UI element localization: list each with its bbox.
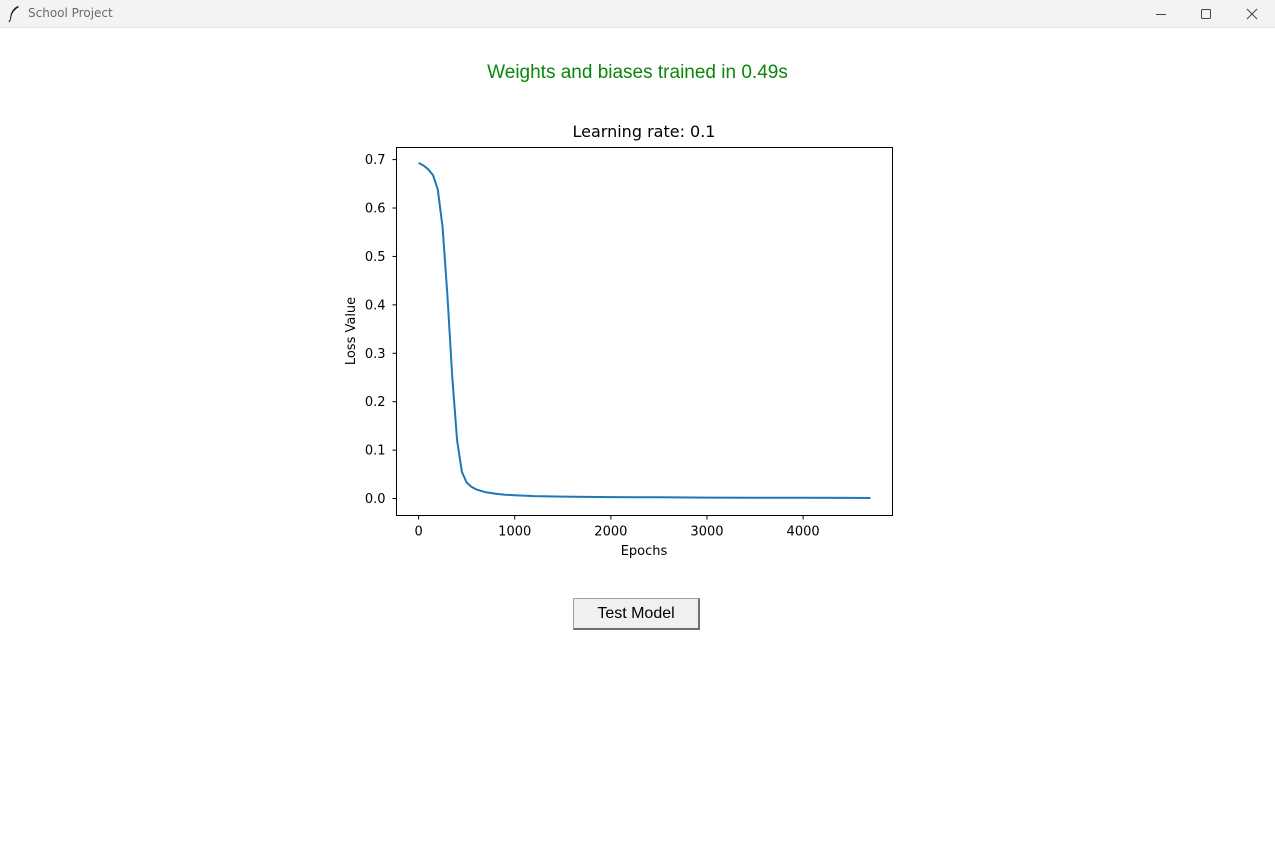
title-bar[interactable]: School Project: [0, 0, 1275, 28]
x-tick-label: 0: [414, 525, 422, 540]
loss-chart: Learning rate: 0.1 0 1000 2000 3000 4000 0.0…: [344, 122, 893, 559]
y-tick-label: 0.6: [365, 202, 386, 217]
window-title: School Project: [28, 6, 113, 20]
x-tick-label: 3000: [690, 525, 723, 540]
x-axis: 0 1000 2000 3000 4000: [414, 515, 820, 540]
y-tick-label: 0.1: [365, 444, 386, 459]
close-icon: [1246, 8, 1258, 20]
x-tick-label: 4000: [787, 525, 820, 540]
plot-area: [418, 162, 871, 499]
x-axis-label: Epochs: [621, 544, 668, 559]
y-tick-label: 0.3: [365, 347, 386, 362]
y-tick-label: 0.0: [365, 492, 386, 507]
x-tick-label: 1000: [498, 525, 531, 540]
minimize-button[interactable]: [1138, 0, 1184, 28]
y-tick-label: 0.7: [365, 153, 386, 168]
close-button[interactable]: [1229, 0, 1275, 28]
axes-frame: [396, 147, 893, 516]
maximize-icon: [1201, 9, 1211, 19]
feather-icon: [8, 6, 19, 23]
test-model-button[interactable]: Test Model: [573, 598, 700, 630]
minimize-icon: [1156, 14, 1166, 15]
y-tick-label: 0.4: [365, 298, 386, 313]
y-tick-label: 0.2: [365, 395, 386, 410]
y-tick-label: 0.5: [365, 250, 386, 265]
y-axis-label: Loss Value: [344, 297, 359, 365]
y-axis: 0.0 0.1 0.2 0.3 0.4 0.5 0.6 0.7: [365, 153, 397, 507]
chart-title: Learning rate: 0.1: [573, 122, 716, 141]
loss-line-series-0: [418, 162, 871, 499]
training-status-message: Weights and biases trained in 0.49s: [487, 62, 788, 83]
x-tick-label: 2000: [594, 525, 627, 540]
maximize-button[interactable]: [1183, 0, 1229, 28]
